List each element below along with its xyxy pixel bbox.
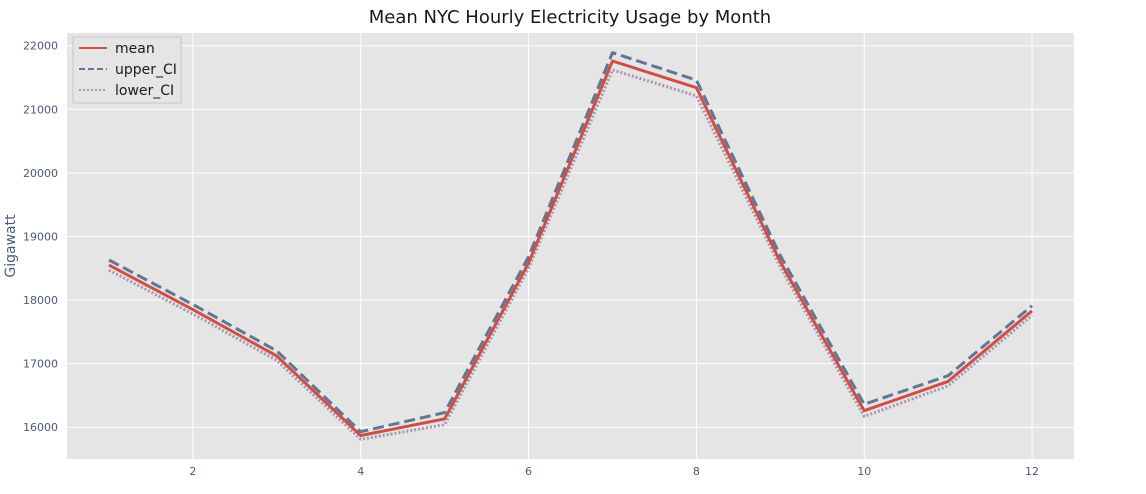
y-tick-label: 21000 bbox=[23, 103, 58, 116]
x-tick-label: 6 bbox=[525, 465, 532, 478]
x-tick-label: 10 bbox=[857, 465, 871, 478]
series-line-mean bbox=[108, 59, 1033, 437]
grid-lines bbox=[67, 33, 1074, 459]
plot-area bbox=[67, 33, 1074, 459]
legend: mean upper_CI lower_CI bbox=[72, 36, 182, 104]
series-line-lower-ci bbox=[108, 68, 1033, 441]
legend-label-mean: mean bbox=[115, 41, 155, 57]
y-tick-label: 20000 bbox=[23, 167, 58, 180]
x-tick-label: 12 bbox=[1025, 465, 1039, 478]
x-tick-label: 2 bbox=[189, 465, 196, 478]
legend-label-upper-ci: upper_CI bbox=[115, 62, 177, 78]
y-tick-label: 18000 bbox=[23, 294, 58, 307]
axis-ticks: 16000 17000 18000 19000 20000 21000 22000 2 4 6 8 1… bbox=[23, 40, 1039, 478]
series-lines bbox=[108, 51, 1033, 441]
legend-label-lower-ci: lower_CI bbox=[115, 83, 174, 99]
y-axis-label: Gigawatt bbox=[3, 214, 19, 278]
x-tick-label: 8 bbox=[693, 465, 700, 478]
y-tick-label: 16000 bbox=[23, 421, 58, 434]
series-line-upper-ci bbox=[108, 51, 1033, 434]
y-tick-label: 22000 bbox=[23, 40, 58, 53]
chart-title: Mean NYC Hourly Electricity Usage by Mon… bbox=[369, 7, 771, 28]
y-tick-label: 17000 bbox=[23, 358, 58, 371]
x-tick-label: 4 bbox=[357, 465, 364, 478]
y-tick-label: 19000 bbox=[23, 230, 58, 243]
